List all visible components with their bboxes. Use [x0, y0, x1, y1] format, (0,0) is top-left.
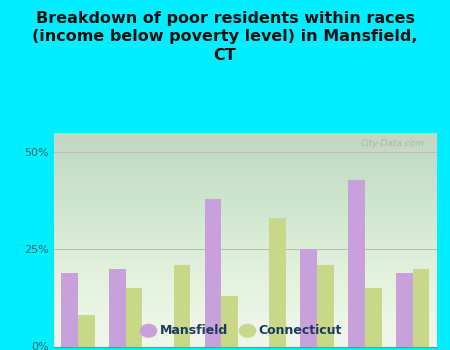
Bar — [396, 273, 413, 346]
Bar — [317, 265, 334, 346]
Text: Breakdown of poor residents within races
(income below poverty level) in Mansfie: Breakdown of poor residents within races… — [32, 10, 418, 63]
Bar — [413, 269, 429, 346]
Bar — [269, 218, 286, 346]
Bar — [365, 288, 382, 346]
Text: Mansfield: Mansfield — [160, 324, 228, 337]
Bar — [221, 296, 238, 346]
Text: City-Data.com: City-Data.com — [361, 139, 425, 148]
Bar — [174, 265, 190, 346]
Bar — [205, 199, 221, 346]
Text: Connecticut: Connecticut — [259, 324, 342, 337]
Bar — [348, 180, 365, 346]
Bar — [109, 269, 126, 346]
Bar — [61, 273, 78, 346]
Bar — [78, 315, 94, 346]
Bar — [300, 250, 317, 346]
Bar — [126, 288, 143, 346]
